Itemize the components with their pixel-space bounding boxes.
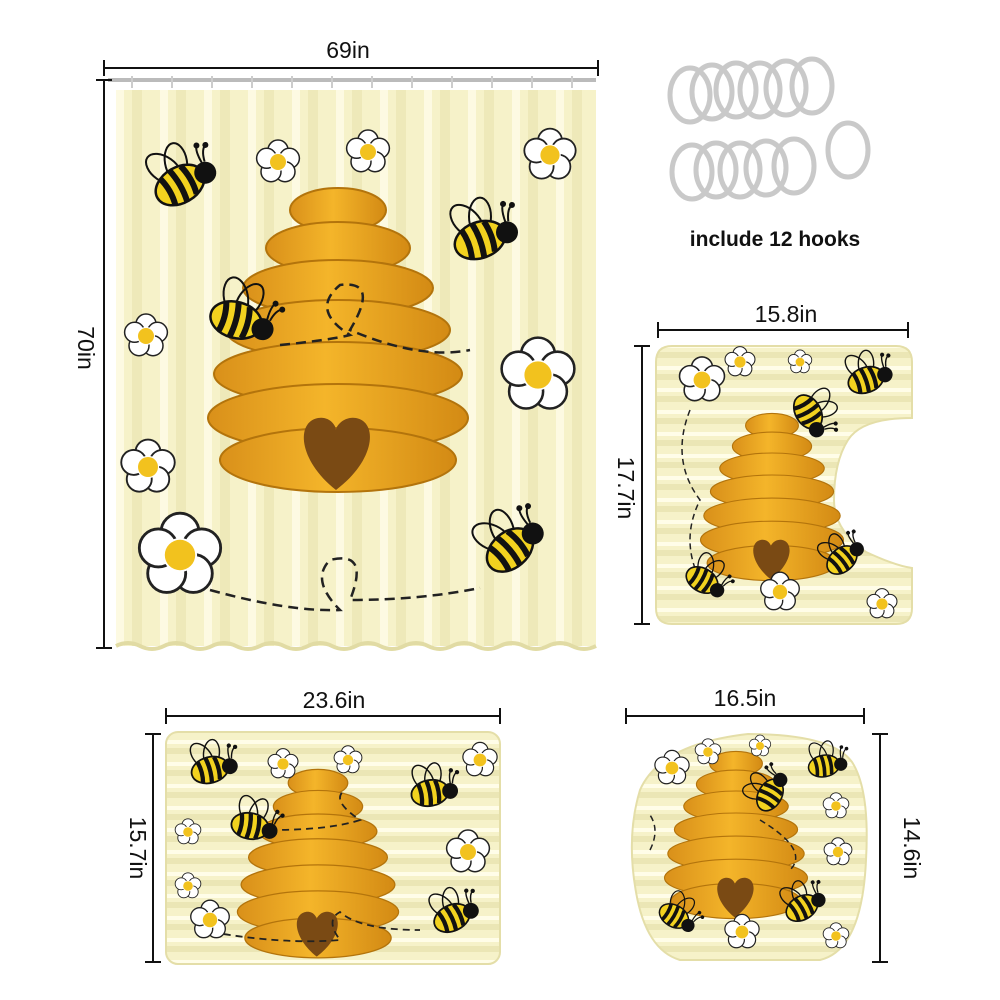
bath-mat: [165, 730, 501, 965]
contour-mat-width-dimension: 15.8in: [657, 301, 909, 338]
hooks-caption: include 12 hooks: [690, 228, 860, 251]
curtain-height-dimension: 70in: [73, 79, 112, 649]
lid-cover-height-dimension: 14.6in: [872, 733, 925, 963]
curtain-height-label: 70in: [73, 326, 99, 369]
curtain-hooks-row: [108, 76, 596, 88]
bath-mat-width-dimension: 23.6in: [165, 687, 501, 724]
contour-mat-height-dimension: 17.7in: [613, 345, 650, 625]
curtain-width-label: 69in: [326, 37, 369, 63]
contour-mat-width-label: 15.8in: [755, 301, 818, 327]
lid-cover-width-dimension: 16.5in: [625, 685, 865, 724]
shower-curtain: [108, 76, 597, 651]
bath-mat-height-dimension: 15.7in: [125, 733, 161, 963]
curtain-width-dimension: 69in: [103, 37, 599, 76]
contour-mat: [655, 339, 913, 625]
flight-path: [209, 283, 481, 612]
contour-mat-height-label: 17.7in: [613, 457, 639, 520]
lid-cover: [630, 732, 868, 961]
lid-cover-width-label: 16.5in: [714, 685, 777, 711]
bath-mat-height-label: 15.7in: [125, 817, 151, 880]
lid-cover-height-label: 14.6in: [899, 817, 925, 880]
bath-mat-width-label: 23.6in: [303, 687, 366, 713]
hooks-image: [667, 56, 871, 202]
